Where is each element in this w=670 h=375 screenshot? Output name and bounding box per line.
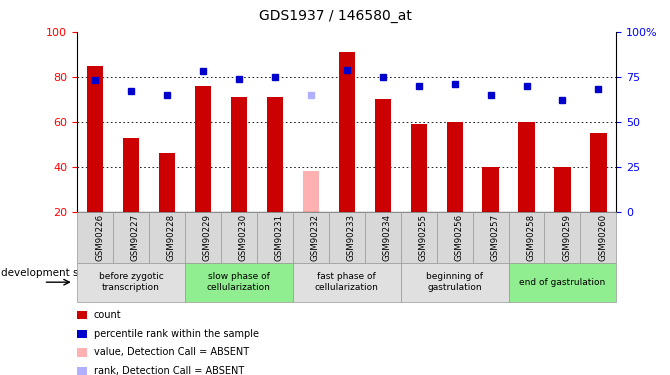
Text: development stage: development stage xyxy=(1,268,103,278)
Bar xyxy=(375,99,391,212)
Bar xyxy=(303,171,319,212)
Text: GDS1937 / 146580_at: GDS1937 / 146580_at xyxy=(259,9,411,23)
Text: GSM90231: GSM90231 xyxy=(275,214,284,261)
Bar xyxy=(230,97,247,212)
Text: slow phase of
cellularization: slow phase of cellularization xyxy=(207,273,271,292)
Text: end of gastrulation: end of gastrulation xyxy=(519,278,606,286)
Text: GSM90259: GSM90259 xyxy=(563,214,572,261)
Text: GSM90226: GSM90226 xyxy=(95,214,104,261)
Text: GSM90233: GSM90233 xyxy=(347,214,356,261)
Text: GSM90227: GSM90227 xyxy=(131,214,140,261)
Bar xyxy=(195,86,211,212)
Bar xyxy=(411,124,427,212)
Bar xyxy=(519,122,535,212)
Bar xyxy=(123,138,139,212)
Text: GSM90230: GSM90230 xyxy=(239,214,248,261)
Bar xyxy=(159,153,175,212)
Text: GSM90229: GSM90229 xyxy=(203,214,212,261)
Text: percentile rank within the sample: percentile rank within the sample xyxy=(94,329,259,339)
Text: before zygotic
transcription: before zygotic transcription xyxy=(98,273,163,292)
Bar xyxy=(482,167,498,212)
Text: GSM90256: GSM90256 xyxy=(454,214,464,261)
Text: GSM90260: GSM90260 xyxy=(598,214,608,261)
Bar xyxy=(554,167,571,212)
Text: count: count xyxy=(94,310,121,320)
Text: GSM90258: GSM90258 xyxy=(527,214,535,261)
Text: GSM90234: GSM90234 xyxy=(383,214,392,261)
Text: GSM90232: GSM90232 xyxy=(311,214,320,261)
Text: rank, Detection Call = ABSENT: rank, Detection Call = ABSENT xyxy=(94,366,244,375)
Text: fast phase of
cellularization: fast phase of cellularization xyxy=(315,273,379,292)
Text: GSM90255: GSM90255 xyxy=(419,214,427,261)
Bar xyxy=(590,133,606,212)
Bar xyxy=(338,52,355,212)
Text: GSM90257: GSM90257 xyxy=(490,214,500,261)
Bar xyxy=(87,66,103,212)
Bar xyxy=(446,122,463,212)
Bar xyxy=(267,97,283,212)
Text: beginning of
gastrulation: beginning of gastrulation xyxy=(426,273,483,292)
Text: GSM90228: GSM90228 xyxy=(167,214,176,261)
Text: value, Detection Call = ABSENT: value, Detection Call = ABSENT xyxy=(94,348,249,357)
